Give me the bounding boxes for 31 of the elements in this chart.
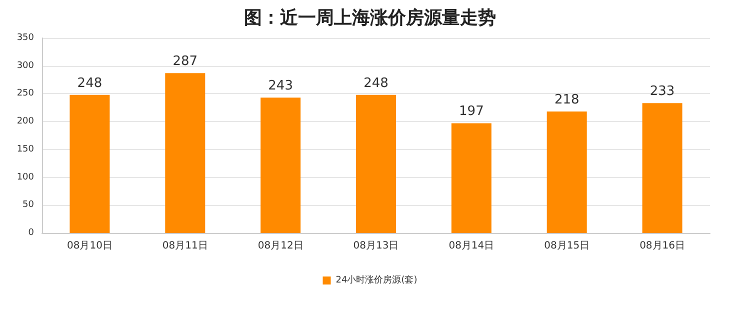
x-tick-label: 08月16日	[640, 240, 686, 252]
bar	[165, 73, 206, 233]
bar	[70, 94, 110, 233]
y-tick-label: 0	[28, 228, 34, 238]
x-tick-label: 08月12日	[258, 240, 304, 252]
legend-label: 24小时涨价房源(套)	[336, 274, 418, 286]
y-tick-label: 150	[16, 144, 34, 154]
y-tick-label: 300	[16, 60, 34, 71]
data-label: 248	[364, 76, 388, 91]
data-label: 233	[650, 84, 675, 100]
y-tick-label: 200	[16, 116, 34, 127]
y-tick-label: 350	[16, 33, 34, 43]
x-tick-label: 08月10日	[66, 240, 112, 252]
bar	[546, 112, 587, 233]
data-label: 243	[268, 78, 293, 94]
bar	[260, 98, 301, 233]
y-tick-label: 50	[22, 200, 34, 210]
x-tick-label: 08月15日	[544, 240, 590, 252]
data-label: 218	[554, 92, 580, 108]
bar	[451, 123, 492, 233]
y-tick-label: 100	[16, 172, 34, 182]
data-label: 197	[459, 104, 484, 120]
y-tick-label: 250	[16, 88, 34, 99]
x-tick-label: 08月14日	[448, 240, 494, 252]
bar	[642, 103, 682, 233]
data-label: 287	[172, 54, 198, 70]
x-tick-label: 08月11日	[162, 240, 208, 252]
bar	[356, 94, 396, 233]
x-tick-label: 08月13日	[353, 240, 399, 252]
data-label: 248	[77, 76, 102, 91]
chart-title: 图：近一周上海涨价房源量走势	[244, 8, 496, 28]
